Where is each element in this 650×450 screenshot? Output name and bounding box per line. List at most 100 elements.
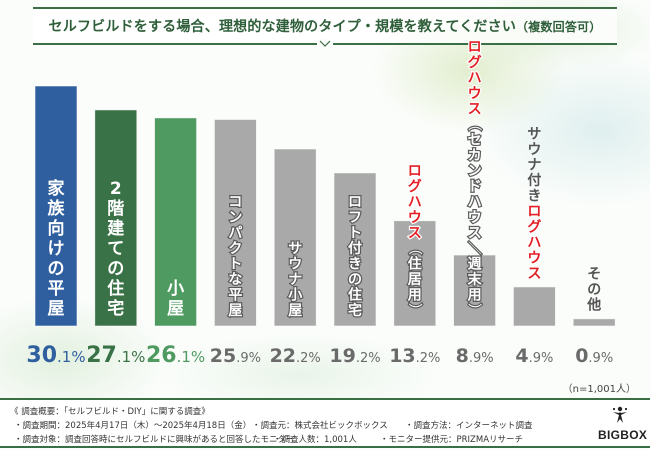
category-label-char: （ bbox=[466, 117, 482, 131]
category-label-char: 向 bbox=[48, 218, 65, 239]
category-label-char: け bbox=[48, 239, 65, 259]
category-label-char: き bbox=[527, 188, 541, 204]
bar bbox=[34, 85, 78, 327]
category-label-char: 住 bbox=[348, 286, 362, 303]
category-label-char: （ bbox=[406, 241, 422, 255]
bar bbox=[513, 286, 556, 327]
category-label-char: ハ bbox=[527, 235, 541, 251]
category-label-char: ナ bbox=[288, 272, 302, 288]
bar bbox=[572, 318, 616, 327]
title-note: （複数回答可） bbox=[516, 20, 602, 34]
value-label: 4.9% bbox=[515, 345, 553, 367]
value-label: 26.1% bbox=[146, 343, 205, 368]
chart-title-box: セルフビルドをする場合、理想的な建物のタイプ・規模を教えてください（複数回答可） bbox=[33, 7, 617, 45]
chart-title: セルフビルドをする場合、理想的な建物のタイプ・規模を教えてください（複数回答可） bbox=[49, 16, 602, 36]
category-label-char: 付 bbox=[527, 172, 541, 189]
category-label-char: ハ bbox=[408, 194, 422, 210]
category-label-char: 屋 bbox=[48, 299, 65, 319]
bar-chart: 家族向けの平屋30.1%2階建ての住宅27.1%小屋26.1%コンパクトな平屋2… bbox=[26, 38, 616, 368]
category-label-char: の bbox=[107, 259, 124, 279]
value-label: 13.2% bbox=[389, 345, 440, 367]
category-label-char: サ bbox=[288, 241, 302, 257]
category-label-char: ン bbox=[468, 163, 482, 179]
category-label-char: ） bbox=[466, 303, 482, 317]
category-label-char: ウ bbox=[288, 256, 302, 272]
category-label-char: カ bbox=[468, 148, 482, 164]
value-label: 19.2% bbox=[329, 345, 380, 367]
category-label-char: 族 bbox=[48, 198, 66, 219]
logo-text: BIGBOX bbox=[598, 428, 648, 442]
category-label-char: ス bbox=[408, 225, 422, 241]
chevron-down-icon bbox=[317, 39, 333, 49]
category-label-char: 末 bbox=[468, 271, 483, 288]
category-label-char: の bbox=[48, 259, 65, 279]
category-label-char: ス bbox=[468, 101, 482, 117]
category-label-char: そ bbox=[587, 267, 601, 283]
category-label-char: 宅 bbox=[107, 298, 124, 319]
value-label: 25.9% bbox=[210, 345, 261, 367]
survey-method: ・調査方法：インターネット調査 bbox=[405, 421, 533, 431]
category-label-char: 2 bbox=[110, 179, 122, 199]
category-label-char: き bbox=[348, 256, 362, 272]
category-label-char: 家 bbox=[48, 178, 65, 199]
bar-group: その他 0.9% bbox=[572, 267, 616, 367]
category-label-char: ロ bbox=[527, 204, 541, 220]
category-label-char: ウ bbox=[527, 142, 541, 158]
category-label-char: グ bbox=[408, 178, 422, 195]
category-label-char: な bbox=[228, 272, 242, 288]
survey-respondents: ・調査人数：1,001人 bbox=[273, 435, 357, 445]
category-label-char: 週 bbox=[468, 256, 482, 272]
value-label: 30.1% bbox=[26, 343, 85, 368]
category-label-char: 建 bbox=[107, 218, 124, 239]
category-label-char: の bbox=[348, 272, 362, 288]
category-label-char: 屋 bbox=[167, 299, 184, 319]
survey-organizer: ・調査元：株式会社ビックボックス bbox=[252, 421, 388, 431]
category-label-char: ウ bbox=[408, 210, 422, 226]
category-label-char: 宅 bbox=[348, 302, 362, 319]
category-label-char: ス bbox=[527, 266, 541, 282]
category-label-char: 用 bbox=[408, 287, 422, 303]
sample-size-label: （n=1,001人） bbox=[562, 384, 636, 395]
survey-summary: 《 調査概要：「セルフビルド・DIY」に関する調査》 bbox=[10, 407, 210, 417]
category-label-char: ン bbox=[228, 210, 242, 226]
category-label-char: グ bbox=[527, 218, 541, 235]
category-label-char: ド bbox=[468, 179, 482, 195]
category-label-char: 用 bbox=[468, 287, 482, 303]
value-label: 0.9% bbox=[575, 345, 613, 367]
category-label-char: サ bbox=[527, 126, 541, 142]
category-label-char: ハ bbox=[468, 70, 482, 86]
bar bbox=[154, 117, 198, 327]
value-label: 22.2% bbox=[270, 345, 321, 367]
category-label-char: ロ bbox=[408, 163, 422, 179]
bigbox-logo: BIGBOX bbox=[598, 406, 648, 442]
category-label-char: 付 bbox=[348, 240, 362, 257]
category-label-char: グ bbox=[468, 54, 482, 71]
category-label-char: て bbox=[107, 239, 124, 259]
category-label-char: 屋 bbox=[288, 303, 302, 319]
category-label-char: ウ bbox=[468, 210, 482, 226]
category-label-char: 屋 bbox=[228, 303, 242, 319]
category-label-char: 他 bbox=[586, 297, 601, 314]
survey-provider: ・モニター提供元：PRIZMAリサーチ bbox=[380, 435, 524, 445]
bar bbox=[273, 148, 317, 327]
category-label-char: フ bbox=[348, 210, 362, 226]
category-label-char: ト bbox=[348, 225, 362, 241]
category-label-char: の bbox=[587, 282, 601, 298]
category-label-char: ナ bbox=[527, 157, 541, 173]
tree-person-icon bbox=[612, 406, 628, 423]
category-label-char: ハ bbox=[468, 194, 482, 210]
category-label-char: ロ bbox=[468, 39, 482, 55]
category-label-char: 小 bbox=[288, 287, 302, 303]
category-label-char: ス bbox=[468, 225, 482, 241]
category-label-char: ウ bbox=[468, 86, 482, 102]
bar bbox=[333, 172, 377, 327]
category-label-char: コ bbox=[228, 194, 242, 210]
category-label-char: 住 bbox=[408, 255, 422, 272]
